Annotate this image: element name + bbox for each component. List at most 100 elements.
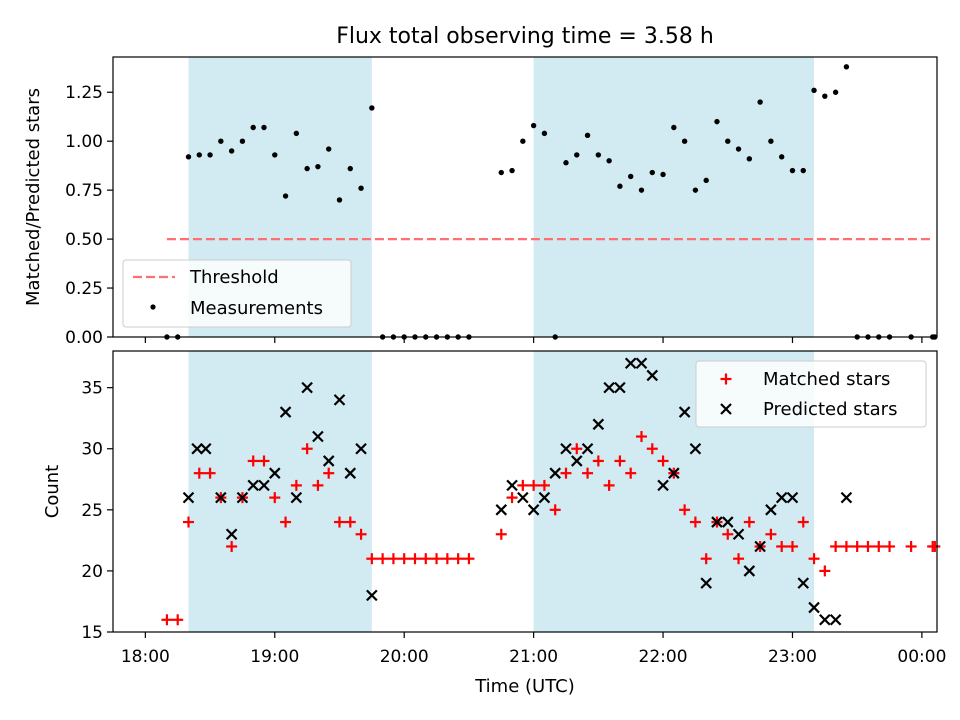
matched-star-point [247,455,259,467]
measurement-point [757,99,763,105]
matched-star-point [625,467,637,479]
measurement-point [811,87,817,93]
bottom-y-axis-label: Count [42,465,63,518]
predicted-star-point [301,381,313,394]
predicted-star-point [603,381,615,394]
predicted-star-point [182,491,195,504]
matched-star-point [377,553,389,565]
matched-star-point [776,540,788,552]
matched-star-point [592,455,604,467]
measurement-point [207,152,213,158]
measurement-point [293,130,300,137]
measurement-point [530,122,537,129]
measurement-point [584,132,591,139]
predicted-star-point [527,504,540,516]
predicted-star-point [199,442,212,455]
top-y-axis-label: Matched/Predicted stars [23,88,44,306]
measurement-point [358,185,364,191]
predicted-star-point [333,394,346,406]
measurement-point [239,138,246,144]
matched-star-point [851,540,863,552]
measurement-point [692,187,699,193]
matched-star-point [193,467,205,479]
predicted-star-point [191,442,203,455]
predicted-star-point [269,467,281,479]
measurement-point [509,167,515,174]
matched-star-point [722,528,734,540]
matched-star-point [312,479,324,491]
predicted-star-point [808,601,820,614]
measurement-point [789,167,796,174]
matched-star-point [862,540,874,552]
matched-star-point [226,540,238,552]
matched-star-point [571,443,583,455]
matched-stars-points [161,431,941,626]
measurement-point [541,130,548,137]
y-tick-label: 35 [81,379,103,399]
matched-star-point [582,467,594,479]
matched-star-point [301,443,313,455]
matched-star-point [161,614,173,626]
matched-star-point [344,516,356,528]
measurement-point [304,165,310,172]
predicted-star-point [538,491,551,504]
measurement-point [768,138,774,144]
measurement-point [595,152,602,158]
measurement-point [315,163,321,170]
matched-star-point [506,492,518,504]
predicted-star-point [312,430,324,443]
matched-star-point [258,455,270,467]
bottom-legend-matched-label: Matched stars [763,369,890,390]
predicted-star-point [689,442,702,455]
bottom-axes-frame [112,350,938,633]
bottom-legend-matched-swatch [720,373,732,385]
measurement-point [638,187,645,193]
predicted-star-point [258,479,270,492]
predicted-star-point [721,516,734,528]
predicted-star-point [344,467,357,479]
measurement-point [250,124,256,131]
predicted-star-point [775,491,788,504]
predicted-star-point [560,442,572,455]
matched-star-point [366,553,378,565]
predicted-star-point [635,357,648,369]
predicted-star-point [355,442,367,455]
predicted-star-point [215,491,227,504]
matched-star-point [269,492,281,504]
bottom-legend-box [695,360,927,428]
y-tick-label: 30 [81,440,103,460]
matched-star-point [280,516,292,528]
y-tick-label: 20 [81,562,103,582]
matched-star-point [323,467,335,479]
predicted-star-point [678,406,691,418]
measurement-point [272,152,278,158]
x-tick-label: 20:00 [380,647,429,667]
matched-star-point [679,504,691,516]
matched-star-point [517,479,529,491]
top-shaded-intervals [188,57,815,337]
measurement-point [725,138,731,144]
top-legend-box [122,259,352,328]
predicted-star-point [840,491,853,504]
predicted-star-point [700,577,712,589]
matched-star-point [172,614,184,626]
x-tick-label: 21:00 [509,647,558,667]
predicted-star-point [743,565,756,577]
measurement-point [196,152,202,158]
measurement-point [800,167,806,174]
predicted-star-point [624,357,637,369]
measurement-point [218,138,224,144]
y-tick-label: 25 [81,501,103,521]
y-tick-label: 0.00 [65,328,103,348]
bottom-legend-predicted-label: Predicted stars [763,399,897,420]
predicted-star-point [646,369,659,382]
matched-star-point [689,516,701,528]
measurement-point [617,183,623,189]
predicted-star-point [290,491,303,504]
predicted-star-point [495,504,508,516]
matched-star-point [431,553,443,565]
matched-star-point [560,467,572,479]
bottom-legend: Matched stars Predicted stars [695,360,927,428]
shaded-interval [533,57,815,337]
